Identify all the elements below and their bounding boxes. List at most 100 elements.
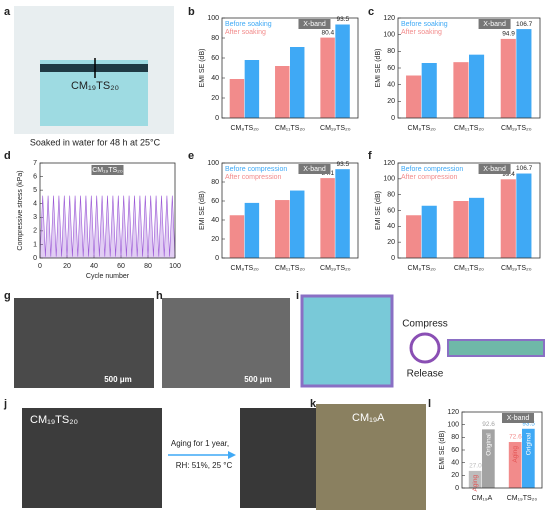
value-label: 92.6 <box>482 421 495 428</box>
bar <box>244 60 260 118</box>
bar <box>500 38 516 118</box>
panel-letter: b <box>188 6 195 18</box>
x-tick-label: CM₁₉TS₂₀ <box>501 265 532 272</box>
y-axis-label: EMI SE (dB) <box>199 191 206 230</box>
y-tick-label: 120 <box>447 409 459 416</box>
tag-label: X-band <box>507 415 530 422</box>
bar <box>482 429 495 488</box>
y-tick-label: 40 <box>211 217 219 224</box>
tag <box>298 19 331 29</box>
cycle-arrow <box>409 332 441 364</box>
photo-k <box>316 404 426 510</box>
bar <box>320 178 335 258</box>
area <box>40 195 175 258</box>
bar <box>335 169 350 258</box>
y-tick-label: 1 <box>33 241 37 248</box>
x-tick-label: 40 <box>90 263 98 270</box>
y-tick-label: 7 <box>33 160 37 167</box>
y-tick-label: 0 <box>215 115 219 122</box>
y-axis-label: Compressive stress (kPa) <box>17 170 24 250</box>
bar <box>229 215 245 258</box>
y-tick-label: 40 <box>451 460 459 467</box>
bar <box>406 75 422 118</box>
y-tick-label: 80 <box>211 35 219 42</box>
y-tick-label: 60 <box>211 55 219 62</box>
bar <box>406 215 422 258</box>
y-tick-label: 100 <box>383 176 395 183</box>
scale-bar: 500 μm <box>244 375 272 384</box>
tag-label: CM₁₉TS₂₀ <box>92 167 123 174</box>
y-tick-label: 20 <box>211 95 219 102</box>
x-tick-label: CM₁₁TS₂₀ <box>454 265 484 272</box>
y-tick-label: 5 <box>33 187 37 194</box>
compress-label: Compress <box>402 319 448 330</box>
tag-label: X-band <box>483 166 506 173</box>
y-tick-label: 80 <box>387 192 395 199</box>
y-tick-label: 0 <box>215 255 219 262</box>
y-tick-label: 4 <box>33 201 37 208</box>
tag <box>478 164 511 174</box>
legend-label: Before soaking <box>225 21 272 28</box>
value-label: 106.7 <box>516 21 533 28</box>
bar <box>275 200 290 258</box>
panel-letter: g <box>4 290 11 302</box>
value-label: 80.4 <box>322 29 335 36</box>
x-axis-label: Cycle number <box>86 273 130 280</box>
panel-letter: h <box>156 290 163 302</box>
legend-label: Original <box>485 433 492 456</box>
panel-letter: k <box>310 398 317 410</box>
tag <box>298 164 331 174</box>
bar <box>469 197 485 258</box>
arrow-label: RH: 51%, 25 °C <box>176 461 233 470</box>
x-tick-label: CM₁₉TS₂₀ <box>507 495 538 502</box>
x-tick-label: CM₈TS₂₀ <box>230 265 258 272</box>
bar <box>290 47 305 118</box>
arrow-head <box>228 451 236 459</box>
bar <box>468 470 482 488</box>
value-label: 94.9 <box>502 31 515 38</box>
photo-label: CM₁₉TS₂₀ <box>71 80 119 92</box>
tag <box>91 165 124 175</box>
x-tick-label: CM₁₉A <box>472 495 493 502</box>
y-tick-label: 60 <box>211 198 219 205</box>
legend-label: Aging <box>512 446 519 463</box>
value-label: 27.0 <box>469 463 482 470</box>
y-tick-label: 60 <box>451 447 459 454</box>
value-label: 93.5 <box>522 421 535 428</box>
y-tick-label: 0 <box>391 255 395 262</box>
tag <box>502 413 534 423</box>
x-tick-label: 100 <box>169 263 181 270</box>
legend-label: Before compression <box>401 166 463 173</box>
bar <box>453 201 469 258</box>
caption: Soaked in water for 48 h at 25°C <box>30 137 161 147</box>
bar <box>421 205 437 258</box>
plot-frame <box>39 162 176 259</box>
value-label: 93.5 <box>336 16 349 23</box>
sample <box>40 64 148 72</box>
y-tick-label: 100 <box>383 32 395 39</box>
y-tick-label: 20 <box>451 472 459 479</box>
panel-letter: d <box>4 150 11 162</box>
legend-label: After compression <box>401 174 458 181</box>
x-tick-label: 0 <box>38 263 42 270</box>
y-tick-label: 6 <box>33 173 37 180</box>
y-tick-label: 80 <box>211 179 219 186</box>
arrow-label: Aging for 1 year, <box>171 439 229 448</box>
y-tick-label: 60 <box>387 207 395 214</box>
x-tick-label: CM₁₁TS₂₀ <box>454 125 484 132</box>
bar <box>421 63 437 118</box>
legend-label: Before soaking <box>401 21 448 28</box>
y-tick-label: 40 <box>387 82 395 89</box>
y-tick-label: 2 <box>33 228 37 235</box>
x-tick-label: CM₁₉TS₂₀ <box>501 125 532 132</box>
value-label: 106.7 <box>516 165 533 172</box>
sem-h <box>162 298 290 388</box>
photo-label: CM₁₉A <box>352 412 385 424</box>
y-tick-label: 20 <box>211 236 219 243</box>
bar <box>500 179 516 258</box>
release-label: Release <box>407 369 444 380</box>
bar <box>275 66 290 118</box>
legend-label: Original <box>525 432 532 455</box>
x-tick-label: CM₁₁TS₂₀ <box>275 265 305 272</box>
